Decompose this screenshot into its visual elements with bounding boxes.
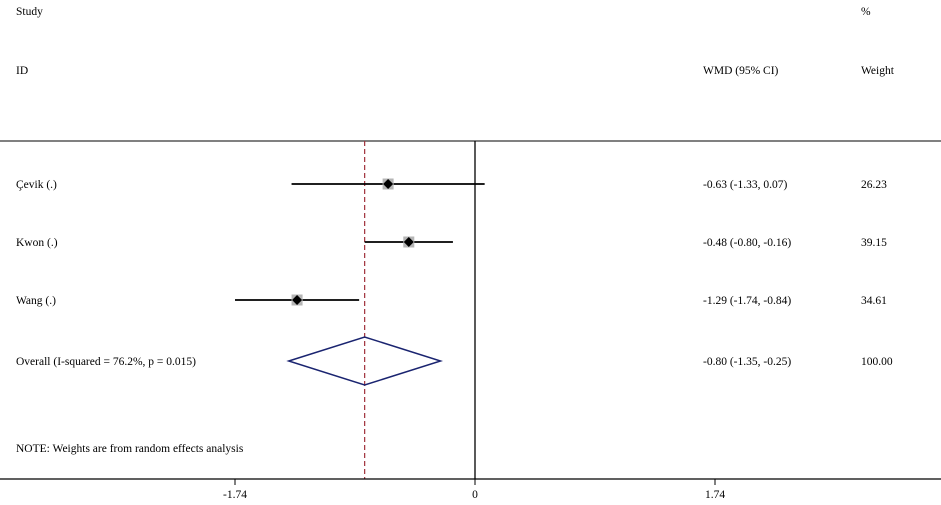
overall-diamond <box>286 336 444 386</box>
study-weight-text: 34.61 <box>861 295 887 307</box>
overall-ci-text: -0.80 (-1.35, -0.25) <box>703 356 791 368</box>
study-ci-text: -0.63 (-1.33, 0.07) <box>703 179 787 191</box>
study-point-estimate <box>383 179 394 189</box>
study-weight-text: 39.15 <box>861 237 887 249</box>
header-effect-label: WMD (95% CI) <box>703 65 779 77</box>
header-study-label: Study <box>16 6 43 18</box>
header-id-label: ID <box>16 65 28 77</box>
x-tick-label: -1.74 <box>223 489 247 501</box>
study-label: Wang (.) <box>16 295 56 307</box>
header-weight-label: Weight <box>861 65 895 77</box>
header-percent-label: % <box>861 6 871 18</box>
plot-area: Çevik (.) -0.63 (-1.33, 0.07) 26.23 Kwon (.… <box>0 141 941 501</box>
study-point-estimate <box>403 237 414 247</box>
x-tick-label: 0 <box>472 489 478 501</box>
study-weight-text: 26.23 <box>861 179 887 191</box>
study-ci-text: -0.48 (-0.80, -0.16) <box>703 237 791 249</box>
study-label: Kwon (.) <box>16 237 58 249</box>
study-ci-text: -1.29 (-1.74, -0.84) <box>703 295 791 307</box>
study-point-estimate <box>292 295 303 305</box>
overall-weight-text: 100.00 <box>861 356 893 368</box>
overall-label: Overall (I-squared = 76.2%, p = 0.015) <box>16 356 196 368</box>
note-text: NOTE: Weights are from random effects an… <box>16 443 244 455</box>
x-tick-label: 1.74 <box>705 489 725 501</box>
study-label: Çevik (.) <box>16 179 57 191</box>
